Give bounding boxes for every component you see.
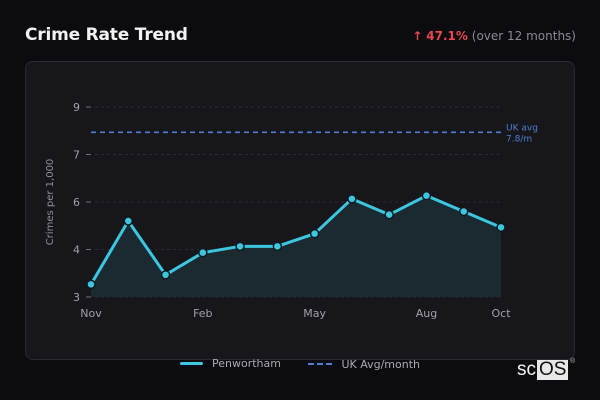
registered-mark-icon: ®: [570, 358, 576, 365]
legend-item-uk-avg[interactable]: UK Avg/month: [308, 358, 420, 371]
y-tick-label: 4: [73, 244, 80, 257]
trend-up-arrow-icon: ↑: [412, 29, 423, 43]
data-point[interactable]: [272, 241, 283, 252]
data-point[interactable]: [384, 209, 394, 220]
y-tick-label: 3: [73, 291, 80, 304]
data-point[interactable]: [309, 228, 320, 239]
legend-label: Penwortham: [211, 357, 281, 370]
change-period: (over 12 months): [471, 29, 576, 43]
y-tick-label: 6: [73, 196, 80, 209]
uk-average-label: UK avg: [506, 123, 538, 133]
chart-legend: Penwortham UK Avg/month: [0, 355, 600, 371]
data-point[interactable]: [458, 206, 469, 217]
chart-panel: [25, 61, 575, 360]
solid-line-swatch-icon: [179, 362, 203, 365]
data-point[interactable]: [160, 270, 171, 280]
data-point[interactable]: [235, 241, 245, 252]
data-point[interactable]: [347, 194, 357, 204]
logo-prefix: sc: [517, 359, 536, 380]
legend-label: UK Avg/month: [341, 357, 421, 371]
data-points: [86, 190, 506, 290]
legend-item-penwortham[interactable]: Penwortham: [179, 357, 281, 370]
scos-logo: sc OS ®: [517, 358, 575, 381]
page-title: Crime Rate Trend: [25, 25, 188, 45]
data-point[interactable]: [123, 216, 134, 226]
x-tick-label: Feb: [193, 307, 212, 320]
uk-average-value: 7.8/m: [506, 134, 532, 144]
series-line-penwortham: [89, 194, 502, 286]
data-point[interactable]: [198, 247, 208, 258]
data-point[interactable]: [421, 190, 432, 201]
data-point[interactable]: [496, 222, 506, 233]
x-tick-label: Nov: [80, 307, 102, 320]
series-area: [91, 195, 501, 297]
y-tick-label: 7: [73, 149, 80, 162]
logo-boxed-text: OS: [537, 359, 569, 380]
x-tick-label: May: [303, 307, 326, 320]
dashed-line-swatch-icon: [308, 363, 333, 365]
x-tick-label: Aug: [416, 307, 437, 320]
x-tick-label: Oct: [491, 307, 511, 320]
change-value: 47.1%: [426, 29, 468, 43]
y-tick-label: 9: [73, 101, 80, 114]
x-axis: Nov Feb May Aug Oct: [80, 307, 511, 320]
y-axis-label: Crimes per 1,000: [45, 159, 56, 246]
y-axis: 3 4 6 7 9: [73, 101, 91, 304]
change-indicator: ↑ 47.1% (over 12 months): [412, 29, 576, 43]
data-point[interactable]: [86, 279, 96, 290]
